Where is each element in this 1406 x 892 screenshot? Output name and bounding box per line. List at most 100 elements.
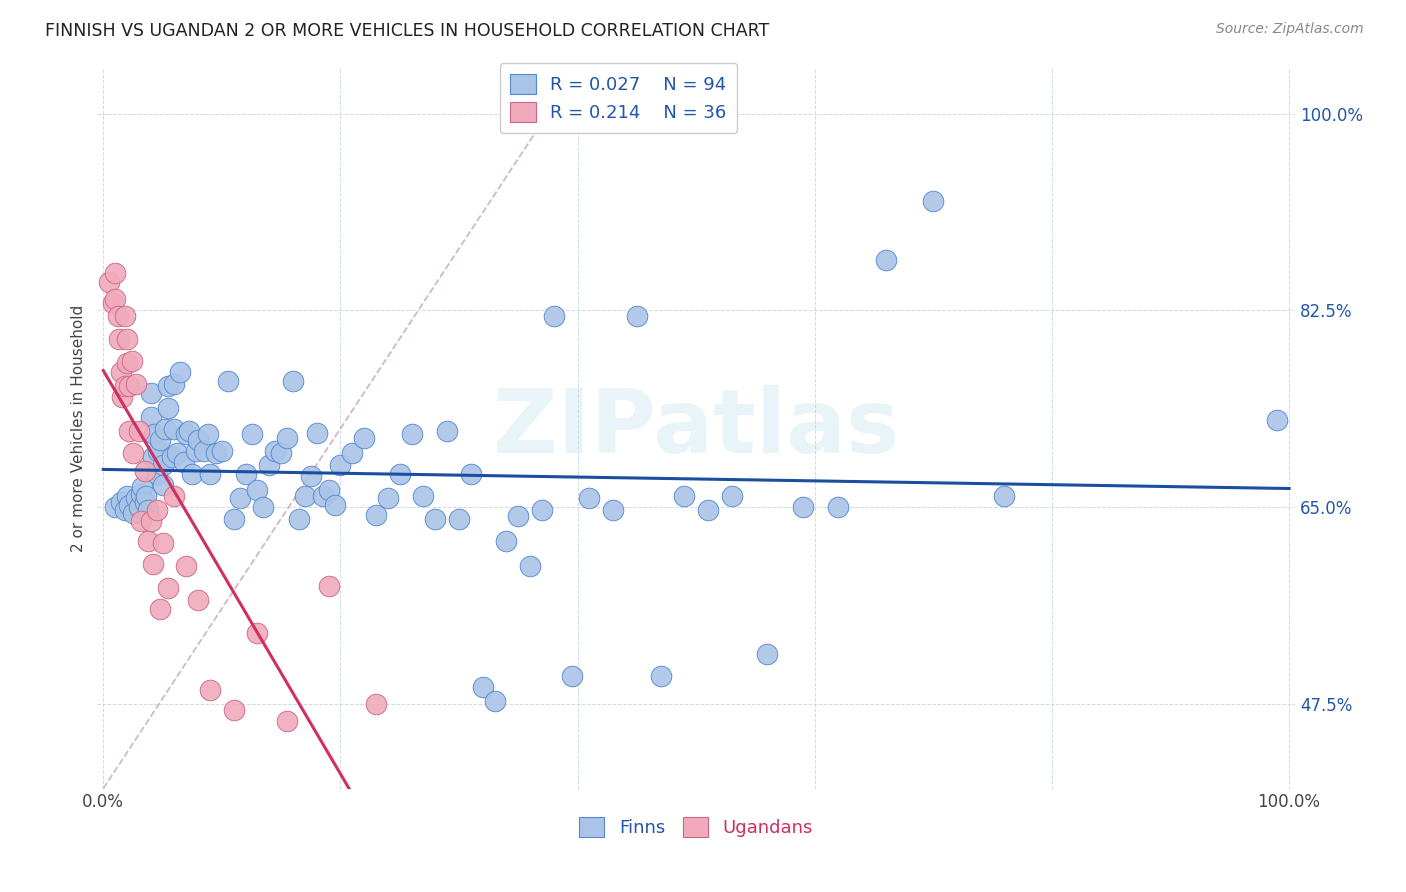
Point [827, 500, 849, 515]
Point [508, 509, 530, 524]
Point [246, 626, 269, 640]
Point [460, 467, 482, 481]
Point [276, 431, 298, 445]
Point [187, 433, 209, 447]
Point [401, 427, 423, 442]
Point [149, 601, 172, 615]
Point [114, 502, 136, 516]
Point [264, 444, 287, 458]
Point [561, 669, 583, 683]
Y-axis label: 2 or more Vehicles in Household: 2 or more Vehicles in Household [72, 305, 86, 552]
Point [184, 444, 207, 458]
Point [177, 424, 200, 438]
Point [673, 489, 696, 503]
Point [471, 680, 494, 694]
Point [157, 401, 180, 416]
Point [222, 703, 245, 717]
Point [98, 275, 121, 289]
Point [531, 502, 554, 516]
Point [125, 376, 148, 391]
Point [104, 266, 127, 280]
Point [139, 410, 162, 425]
Point [281, 374, 304, 388]
Point [169, 365, 191, 379]
Point [131, 480, 153, 494]
Point [720, 489, 742, 503]
Point [259, 458, 281, 472]
Point [211, 444, 233, 458]
Point [270, 446, 292, 460]
Point [163, 421, 186, 435]
Point [193, 444, 215, 458]
Point [364, 697, 387, 711]
Point [197, 427, 219, 442]
Point [181, 467, 204, 481]
Point [174, 558, 197, 573]
Point [135, 489, 157, 503]
Point [142, 450, 165, 464]
Point [240, 427, 263, 442]
Point [756, 647, 779, 661]
Point [146, 444, 169, 458]
Point [329, 458, 352, 472]
Point [129, 514, 152, 528]
Point [495, 534, 517, 549]
Point [114, 378, 136, 392]
Point [134, 494, 156, 508]
Point [388, 467, 411, 481]
Point [115, 489, 138, 503]
Point [107, 332, 129, 346]
Text: FINNISH VS UGANDAN 2 OR MORE VEHICLES IN HOUSEHOLD CORRELATION CHART: FINNISH VS UGANDAN 2 OR MORE VEHICLES IN… [45, 22, 769, 40]
Point [107, 309, 129, 323]
Point [602, 502, 624, 516]
Point [626, 309, 648, 323]
Point [138, 502, 160, 516]
Point [342, 446, 364, 460]
Point [128, 424, 150, 438]
Point [125, 491, 148, 506]
Point [697, 502, 720, 516]
Point [152, 477, 174, 491]
Point [1265, 412, 1288, 426]
Point [110, 494, 132, 508]
Point [294, 489, 316, 503]
Point [484, 694, 506, 708]
Point [118, 378, 141, 392]
Point [173, 455, 195, 469]
Point [228, 491, 250, 506]
Point [152, 458, 174, 472]
Point [993, 489, 1015, 503]
Point [246, 483, 269, 498]
Point [145, 502, 167, 516]
Point [134, 464, 156, 478]
Point [288, 511, 311, 525]
Point [235, 467, 257, 481]
Point [157, 378, 180, 392]
Point [318, 483, 340, 498]
Point [122, 506, 145, 520]
Point [792, 500, 814, 515]
Point [323, 498, 346, 512]
Point [163, 489, 186, 503]
Point [447, 511, 470, 525]
Point [252, 500, 274, 515]
Point [166, 446, 188, 460]
Point [299, 468, 322, 483]
Point [139, 514, 162, 528]
Point [305, 425, 328, 440]
Point [152, 536, 174, 550]
Point [174, 427, 197, 442]
Point [115, 332, 138, 346]
Point [160, 450, 183, 464]
Text: Source: ZipAtlas.com: Source: ZipAtlas.com [1216, 22, 1364, 37]
Point [276, 714, 298, 728]
Point [222, 511, 245, 525]
Point [118, 424, 141, 438]
Point [115, 356, 138, 370]
Point [198, 682, 221, 697]
Point [104, 500, 127, 515]
Point [311, 489, 333, 503]
Point [205, 446, 228, 460]
Point [543, 309, 565, 323]
Point [153, 421, 176, 435]
